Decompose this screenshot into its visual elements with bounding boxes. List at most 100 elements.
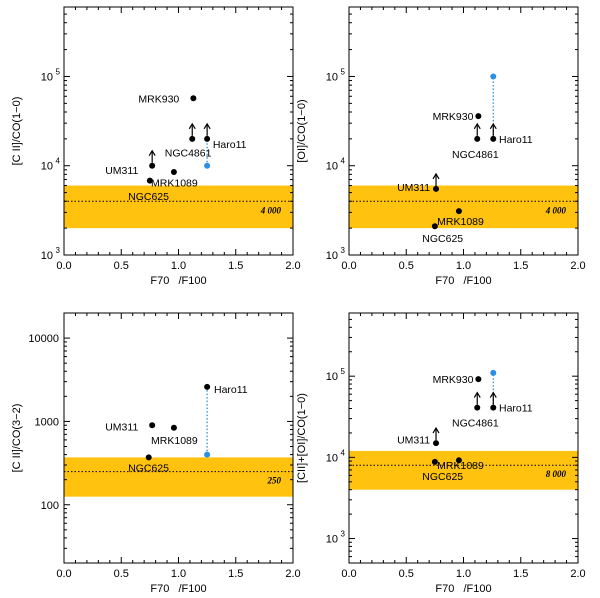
- x-tick-label: 0.5: [399, 260, 414, 272]
- y-axis-label: [OI]/CO(1−0): [296, 99, 308, 162]
- point-label: NGC625: [128, 191, 169, 203]
- point-label: MRK1089: [151, 435, 198, 447]
- x-tick-label: 2.0: [570, 568, 585, 580]
- y-tick-exponent: 4: [56, 157, 61, 166]
- point-label: MRK930: [138, 93, 179, 105]
- data-point-ngc4861: [474, 404, 481, 411]
- y-tick-label: 10: [326, 534, 338, 546]
- y-tick-exponent: 4: [341, 157, 346, 166]
- data-point-haro11: [204, 135, 211, 142]
- plot-frame: [348, 312, 579, 564]
- x-tick-label: 1.5: [513, 568, 528, 580]
- x-tick-label: 0.0: [341, 568, 356, 580]
- y-tick-label: 10000: [28, 333, 59, 345]
- x-tick-label: 0.5: [399, 568, 414, 580]
- y-tick-label: 10: [326, 452, 338, 464]
- x-tick-label: 0.0: [56, 568, 71, 580]
- panel-3: 250 0.0 0.5 1.0 1.5 2.0 100 1000 10000 F70 /F100 […: [11, 312, 301, 595]
- point-label: UM311: [397, 435, 430, 447]
- x-tick-label: 1.5: [228, 568, 243, 580]
- y-axis-label: [C II]/CO(3−2): [11, 404, 23, 473]
- point-label: MRK930: [433, 374, 474, 386]
- lower-limit-arrow-head: [188, 122, 196, 130]
- band-value-label: 4 000: [545, 205, 567, 215]
- data-point-mrk930: [475, 113, 482, 120]
- data-point-haro11: [204, 383, 211, 390]
- band-value-label: 8 000: [546, 469, 567, 479]
- point-label: NGC4861: [452, 417, 499, 429]
- data-point-mrk930: [475, 376, 482, 383]
- point-label: UM311: [105, 165, 138, 177]
- point-label: UM311: [397, 182, 430, 194]
- x-tick-label: 1.0: [171, 568, 186, 580]
- data-point-mrk1089: [455, 208, 462, 215]
- data-point-mrk930: [190, 95, 197, 102]
- data-point-ngc625: [431, 223, 438, 230]
- y-tick-label: 1000: [35, 416, 59, 428]
- y-tick-exponent: 5: [341, 67, 346, 76]
- band-value-label: 250: [267, 476, 282, 486]
- x-tick-label: 1.5: [228, 260, 243, 272]
- y-tick-exponent: 5: [56, 67, 61, 76]
- x-axis-label: F70 /F100: [150, 583, 206, 595]
- data-point-um311: [433, 440, 440, 447]
- x-tick-label: 0.5: [114, 260, 129, 272]
- y-tick-label: 10: [326, 71, 338, 83]
- point-label: NGC625: [422, 471, 463, 483]
- estimate-point: [204, 162, 211, 169]
- y-tick-label: 100: [41, 500, 59, 512]
- y-axis-label: [CII]+[OI]/CO(1−0): [296, 393, 308, 483]
- y-tick-label: 10: [41, 250, 53, 262]
- data-point-ngc625: [431, 458, 438, 465]
- uncertainty-band: [64, 185, 293, 229]
- data-point-haro11: [490, 135, 497, 142]
- data-point-um311: [149, 422, 156, 429]
- data-point-ngc4861: [474, 135, 481, 142]
- data-point-um311: [149, 162, 156, 169]
- x-axis-label: F70 /F100: [150, 275, 206, 287]
- y-tick-exponent: 5: [341, 367, 346, 376]
- point-label: MRK930: [433, 111, 474, 123]
- lower-limit-arrow-head: [473, 391, 481, 398]
- x-tick-label: 2.0: [285, 260, 300, 272]
- y-tick-label: 10: [41, 71, 53, 83]
- point-label: UM311: [105, 421, 138, 433]
- estimate-point: [490, 73, 497, 80]
- uncertainty-band: [349, 450, 578, 490]
- lower-limit-arrow-head: [489, 391, 497, 398]
- lower-limit-arrow-head: [473, 122, 481, 130]
- y-tick-exponent: 3: [341, 530, 346, 539]
- lower-limit-arrow-head: [432, 172, 440, 180]
- x-tick-label: 2.0: [285, 568, 300, 580]
- lower-limit-arrow-head: [432, 426, 440, 434]
- uncertainty-band: [64, 457, 293, 497]
- x-axis-label: F70 /F100: [435, 275, 491, 287]
- x-tick-label: 1.0: [171, 260, 186, 272]
- y-tick-exponent: 3: [56, 246, 61, 255]
- point-label: NGC4861: [165, 148, 212, 160]
- data-point-um311: [433, 185, 440, 192]
- lower-limit-arrow-head: [148, 149, 156, 157]
- data-point-ngc625: [146, 177, 153, 184]
- x-tick-label: 2.0: [570, 260, 585, 272]
- point-label: MRK1089: [151, 177, 198, 189]
- y-axis-label: [C II]/CO(1−0): [11, 97, 23, 166]
- x-tick-label: 0.5: [114, 568, 129, 580]
- y-tick-label: 10: [326, 371, 338, 383]
- data-point-ngc4861: [189, 135, 196, 142]
- x-tick-label: 0.0: [341, 260, 356, 272]
- x-axis-label: F70 /F100: [435, 583, 491, 595]
- point-label: Haro11: [499, 134, 533, 146]
- estimate-point: [204, 451, 211, 458]
- x-tick-label: 0.0: [56, 260, 71, 272]
- band-value-label: 4 000: [260, 205, 282, 215]
- point-label: MRK1089: [437, 216, 484, 228]
- x-tick-label: 1.0: [456, 568, 471, 580]
- data-point-mrk1089: [455, 457, 462, 464]
- point-label: Haro11: [214, 384, 248, 396]
- data-point-ngc625: [145, 454, 152, 461]
- point-label: NGC4861: [452, 149, 499, 161]
